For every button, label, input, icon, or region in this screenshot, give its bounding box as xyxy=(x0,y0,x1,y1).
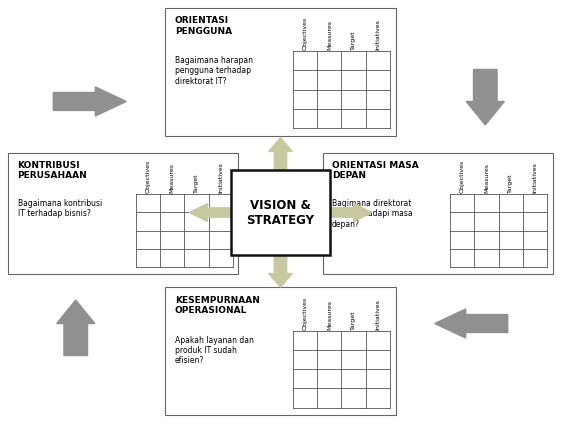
Text: Measures: Measures xyxy=(484,163,489,193)
Text: ORIENTASI
PENGGUNA: ORIENTASI PENGGUNA xyxy=(174,16,232,35)
FancyArrow shape xyxy=(269,256,292,288)
Text: Measures: Measures xyxy=(327,20,332,50)
FancyArrow shape xyxy=(57,300,95,356)
Text: Target: Target xyxy=(194,173,199,193)
FancyArrow shape xyxy=(269,138,292,170)
Text: VISION &
STRATEGY: VISION & STRATEGY xyxy=(246,199,315,227)
Text: Target: Target xyxy=(351,309,356,329)
Bar xyxy=(323,153,553,275)
Text: Initiatives: Initiatives xyxy=(218,162,223,193)
Text: Objectives: Objectives xyxy=(146,159,151,193)
Text: ORIENTASI MASA
DEPAN: ORIENTASI MASA DEPAN xyxy=(332,161,419,180)
FancyArrow shape xyxy=(189,204,231,222)
Text: KESEMPURNAAN
OPERASIONAL: KESEMPURNAAN OPERASIONAL xyxy=(174,295,260,314)
FancyArrow shape xyxy=(435,309,508,338)
Text: Objectives: Objectives xyxy=(460,159,465,193)
Text: Initiatives: Initiatives xyxy=(375,298,380,329)
FancyArrow shape xyxy=(466,70,504,126)
Text: Objectives: Objectives xyxy=(303,17,308,50)
Text: Measures: Measures xyxy=(170,163,175,193)
Bar xyxy=(165,9,396,136)
Text: Initiatives: Initiatives xyxy=(532,162,537,193)
Text: Bagaimana harapan
pengguna terhadap
direktorat IT?: Bagaimana harapan pengguna terhadap dire… xyxy=(174,56,252,86)
FancyArrow shape xyxy=(53,88,126,117)
Text: Target: Target xyxy=(351,30,356,50)
Text: Target: Target xyxy=(508,173,513,193)
Bar xyxy=(8,153,238,275)
Bar xyxy=(165,288,396,415)
Bar xyxy=(231,170,329,256)
FancyArrow shape xyxy=(330,204,371,222)
Text: Objectives: Objectives xyxy=(303,296,308,329)
Text: Bagaimana kontribusi
IT terhadap bisnis?: Bagaimana kontribusi IT terhadap bisnis? xyxy=(17,198,102,218)
Text: Apakah layanan dan
produk IT sudah
efisien?: Apakah layanan dan produk IT sudah efisi… xyxy=(174,335,254,365)
Text: Measures: Measures xyxy=(327,299,332,329)
Text: Initiatives: Initiatives xyxy=(375,19,380,50)
Text: Bagimana direktorat
IT menghadapi masa
depan?: Bagimana direktorat IT menghadapi masa d… xyxy=(332,198,412,228)
Text: KONTRIBUSI
PERUSAHAAN: KONTRIBUSI PERUSAHAAN xyxy=(17,161,88,180)
